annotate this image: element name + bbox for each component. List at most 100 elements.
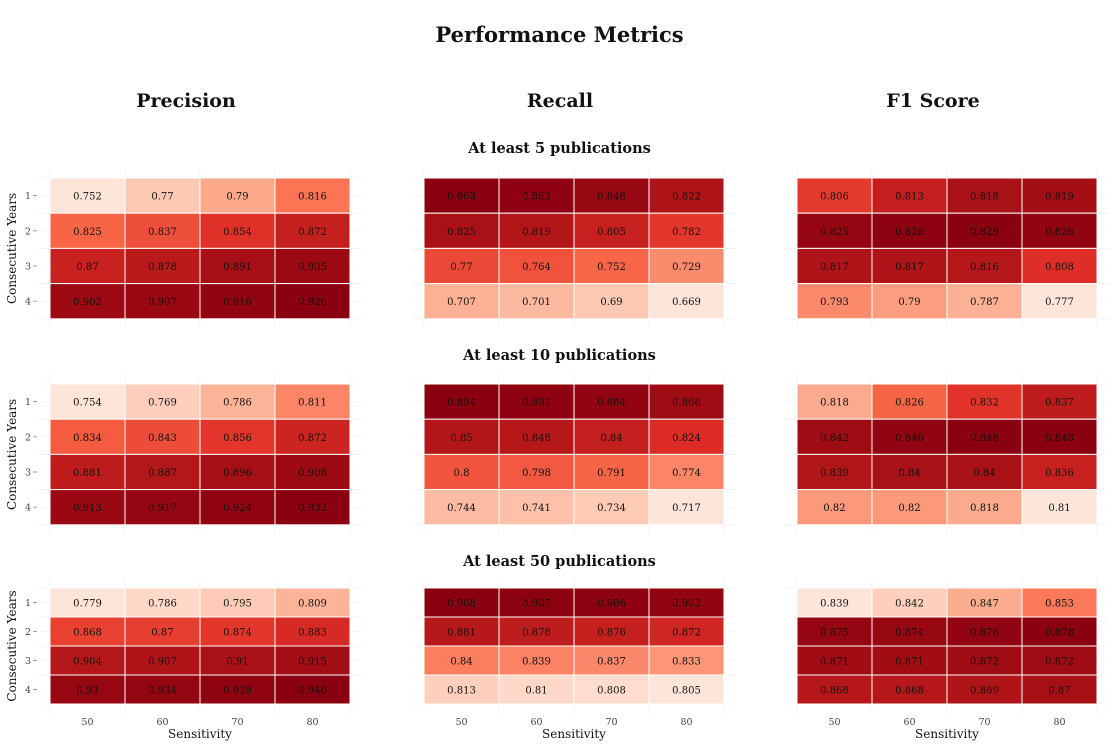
x-tick-label: 70 bbox=[605, 717, 617, 728]
heatmap-cell bbox=[573, 247, 650, 285]
heatmap-cell bbox=[573, 645, 650, 676]
cell-value-label: 0.854 bbox=[223, 227, 252, 238]
cell-value-label: 0.891 bbox=[223, 262, 252, 273]
x-tick-label: 60 bbox=[530, 717, 542, 728]
heatmap-cell bbox=[423, 383, 500, 420]
cell-value-label: 0.825 bbox=[820, 227, 849, 238]
cell-value-label: 0.782 bbox=[672, 227, 701, 238]
heatmap-cell bbox=[199, 177, 276, 214]
heatmap-cell bbox=[1021, 674, 1098, 705]
heatmap-cell bbox=[946, 247, 1023, 285]
cell-value-label: 0.795 bbox=[223, 599, 252, 610]
heatmap-cell bbox=[498, 283, 575, 320]
x-tick-label: 50 bbox=[81, 717, 93, 728]
cell-value-label: 0.833 bbox=[672, 657, 701, 668]
x-tick-label: 50 bbox=[455, 717, 467, 728]
heatmap-cell bbox=[648, 283, 725, 320]
cell-value-label: 0.669 bbox=[672, 297, 701, 308]
cell-value-label: 0.839 bbox=[522, 657, 551, 668]
cell-value-label: 0.848 bbox=[597, 192, 626, 203]
cell-value-label: 0.868 bbox=[73, 628, 102, 639]
cell-value-label: 0.856 bbox=[223, 433, 252, 444]
cell-value-label: 0.744 bbox=[447, 503, 476, 514]
heatmap-cell bbox=[199, 283, 276, 320]
heatmap-cell bbox=[199, 674, 276, 705]
heatmap-cell bbox=[871, 489, 948, 526]
heatmap-cell bbox=[199, 489, 276, 526]
heatmap-cell bbox=[124, 674, 201, 705]
heatmap-cell bbox=[423, 418, 500, 455]
y-tick-label: 3 bbox=[25, 262, 31, 273]
cell-value-label: 0.805 bbox=[597, 227, 626, 238]
heatmap-cell bbox=[946, 418, 1023, 455]
cell-value-label: 0.769 bbox=[148, 398, 177, 409]
heatmap-cell bbox=[573, 418, 650, 455]
cell-value-label: 0.906 bbox=[597, 599, 626, 610]
cell-value-label: 0.876 bbox=[970, 628, 999, 639]
cell-value-label: 0.729 bbox=[672, 262, 701, 273]
heatmap-cell bbox=[648, 674, 725, 705]
cell-value-label: 0.824 bbox=[672, 433, 701, 444]
cell-value-label: 0.818 bbox=[970, 503, 999, 514]
cell-value-label: 0.926 bbox=[298, 297, 327, 308]
heatmap-cell bbox=[871, 616, 948, 647]
heatmap-cell bbox=[423, 489, 500, 526]
heatmap-cell bbox=[49, 674, 126, 705]
heatmap-cell bbox=[124, 587, 201, 618]
heatmap-cell bbox=[124, 247, 201, 285]
heatmap-cell bbox=[796, 418, 873, 455]
heatmap-cell bbox=[274, 616, 351, 647]
cell-value-label: 0.811 bbox=[298, 398, 327, 409]
cell-value-label: 0.837 bbox=[597, 657, 626, 668]
cell-value-label: 0.816 bbox=[970, 262, 999, 273]
x-axis-label: Sensitivity bbox=[915, 727, 979, 741]
cell-value-label: 0.84 bbox=[600, 433, 622, 444]
cell-value-label: 0.774 bbox=[672, 468, 701, 479]
heatmap-cell bbox=[124, 616, 201, 647]
cell-value-label: 0.869 bbox=[970, 686, 999, 697]
heatmap-cell bbox=[946, 674, 1023, 705]
cell-value-label: 0.872 bbox=[298, 227, 327, 238]
heatmap-cell bbox=[274, 587, 351, 618]
cell-value-label: 0.77 bbox=[450, 262, 472, 273]
heatmap-cell bbox=[946, 453, 1023, 491]
cell-value-label: 0.891 bbox=[522, 398, 551, 409]
heatmap-panel-2: 0.806 0.813 0.818 0.819 0.825 0.828 0.829 0.826… bbox=[785, 168, 1109, 329]
cell-value-label: 0.69 bbox=[600, 297, 622, 308]
x-tick-label: 80 bbox=[1053, 717, 1065, 728]
column-header-1: Recall bbox=[527, 90, 593, 112]
heatmap-cell bbox=[423, 177, 500, 214]
cell-value-label: 0.908 bbox=[298, 468, 327, 479]
cell-value-label: 0.701 bbox=[522, 297, 551, 308]
heatmap-cell bbox=[423, 616, 500, 647]
heatmap-panel-4: 0.894 0.891 0.884 0.866 0.85 0.848 0.84 0.824 0.… bbox=[412, 374, 736, 535]
cell-value-label: 0.82 bbox=[823, 503, 845, 514]
cell-value-label: 0.754 bbox=[73, 398, 102, 409]
y-tick-label: 2 bbox=[25, 432, 31, 443]
cell-value-label: 0.786 bbox=[148, 599, 177, 610]
heatmap-cell bbox=[1021, 616, 1098, 647]
heatmap-cell bbox=[573, 489, 650, 526]
x-tick-label: 80 bbox=[680, 717, 692, 728]
cell-value-label: 0.832 bbox=[970, 398, 999, 409]
y-tick-label: 2 bbox=[25, 627, 31, 638]
heatmap-cell bbox=[573, 383, 650, 420]
heatmap-panel-7: 0.908 0.907 0.906 0.902 0.881 0.878 0.876 0.872… bbox=[412, 578, 736, 741]
heatmap-cell bbox=[423, 283, 500, 320]
cell-value-label: 0.878 bbox=[1045, 628, 1074, 639]
cell-value-label: 0.786 bbox=[223, 398, 252, 409]
y-tick-label: 3 bbox=[25, 656, 31, 667]
heatmap-cell bbox=[796, 489, 873, 526]
cell-value-label: 0.894 bbox=[447, 398, 476, 409]
heatmap-cell bbox=[1021, 453, 1098, 491]
cell-value-label: 0.871 bbox=[895, 657, 924, 668]
y-tick-label: 1 bbox=[25, 598, 31, 609]
heatmap-cell bbox=[199, 247, 276, 285]
y-tick-label: 1 bbox=[25, 397, 31, 408]
cell-value-label: 0.842 bbox=[820, 433, 849, 444]
cell-value-label: 0.79 bbox=[898, 297, 920, 308]
heatmap-cell bbox=[124, 418, 201, 455]
cell-value-label: 0.717 bbox=[672, 503, 701, 514]
heatmap-cell bbox=[423, 212, 500, 249]
cell-value-label: 0.896 bbox=[223, 468, 252, 479]
